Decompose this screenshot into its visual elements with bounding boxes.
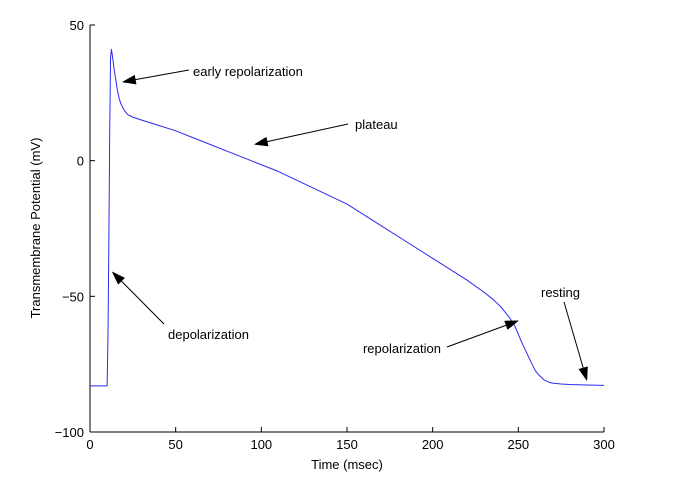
arrow-head: [504, 320, 520, 330]
annotation-repolarization: repolarization: [363, 320, 520, 356]
arrow-head: [578, 366, 588, 382]
axes: [89, 25, 604, 433]
y-tick-label: −50: [62, 289, 84, 304]
annotation-layer: early repolarization plateau depolarizatio…: [111, 64, 588, 382]
annotation-plateau: plateau: [253, 117, 398, 147]
x-tick-label: 150: [336, 437, 358, 452]
arrow-head: [111, 271, 126, 285]
arrow-head: [121, 74, 137, 85]
x-tick-label: 50: [168, 437, 182, 452]
arrow-shaft: [446, 324, 507, 348]
y-tick-label: −100: [55, 425, 84, 440]
annotation-label: early repolarization: [193, 64, 303, 79]
annotation-resting: resting: [541, 285, 588, 382]
arrow-shaft: [563, 301, 584, 369]
annotation-early-repolarization: early repolarization: [121, 64, 303, 85]
x-tick-label: 100: [250, 437, 272, 452]
x-tick-label: 0: [86, 437, 93, 452]
y-axis-title: Transmembrane Potential (mV): [28, 138, 43, 319]
annotation-label: plateau: [355, 117, 398, 132]
series-layer: [90, 48, 605, 387]
annotation-label: depolarization: [168, 327, 249, 342]
annotation-label: repolarization: [363, 341, 441, 356]
x-tick-label: 200: [422, 437, 444, 452]
arrow-shaft: [135, 69, 190, 81]
arrow-head: [253, 136, 269, 147]
y-tick-label: 50: [70, 18, 84, 33]
arrow-shaft: [121, 280, 165, 325]
annotation-depolarization: depolarization: [111, 271, 249, 342]
x-axis-title: Time (msec): [311, 457, 383, 472]
ticks: 0 50 100 150 200 250 300 −100 −50 0 50: [55, 18, 615, 452]
annotation-label: resting: [541, 285, 580, 300]
action-potential-line: [90, 48, 605, 387]
x-tick-label: 250: [507, 437, 529, 452]
y-tick-label: 0: [77, 154, 84, 169]
arrow-shaft: [267, 123, 349, 143]
x-tick-label: 300: [593, 437, 615, 452]
